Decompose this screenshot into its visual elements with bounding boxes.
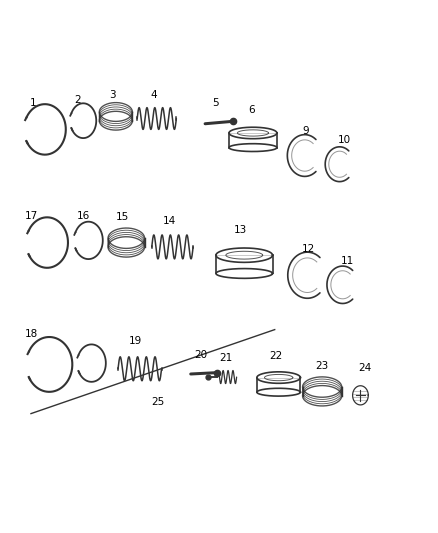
Text: 23: 23 bbox=[315, 361, 328, 371]
Text: 12: 12 bbox=[302, 244, 315, 254]
Text: 3: 3 bbox=[109, 90, 116, 100]
Text: 19: 19 bbox=[129, 336, 142, 346]
Text: 13: 13 bbox=[234, 224, 247, 235]
Text: 6: 6 bbox=[248, 105, 254, 115]
Text: 4: 4 bbox=[150, 91, 157, 100]
Text: 21: 21 bbox=[219, 353, 232, 363]
Text: 11: 11 bbox=[341, 256, 354, 266]
Text: 16: 16 bbox=[77, 212, 90, 221]
Text: 1: 1 bbox=[29, 98, 36, 108]
Text: 18: 18 bbox=[25, 329, 38, 339]
Text: 2: 2 bbox=[74, 95, 81, 105]
Text: 25: 25 bbox=[152, 397, 165, 407]
Text: 9: 9 bbox=[303, 126, 309, 136]
Text: 22: 22 bbox=[269, 351, 282, 361]
Text: 10: 10 bbox=[337, 135, 350, 146]
Text: 15: 15 bbox=[116, 212, 129, 222]
Text: 14: 14 bbox=[163, 216, 177, 226]
Text: 5: 5 bbox=[212, 98, 219, 108]
Text: 24: 24 bbox=[358, 364, 371, 373]
Text: 17: 17 bbox=[25, 211, 38, 221]
Text: 20: 20 bbox=[194, 350, 207, 360]
